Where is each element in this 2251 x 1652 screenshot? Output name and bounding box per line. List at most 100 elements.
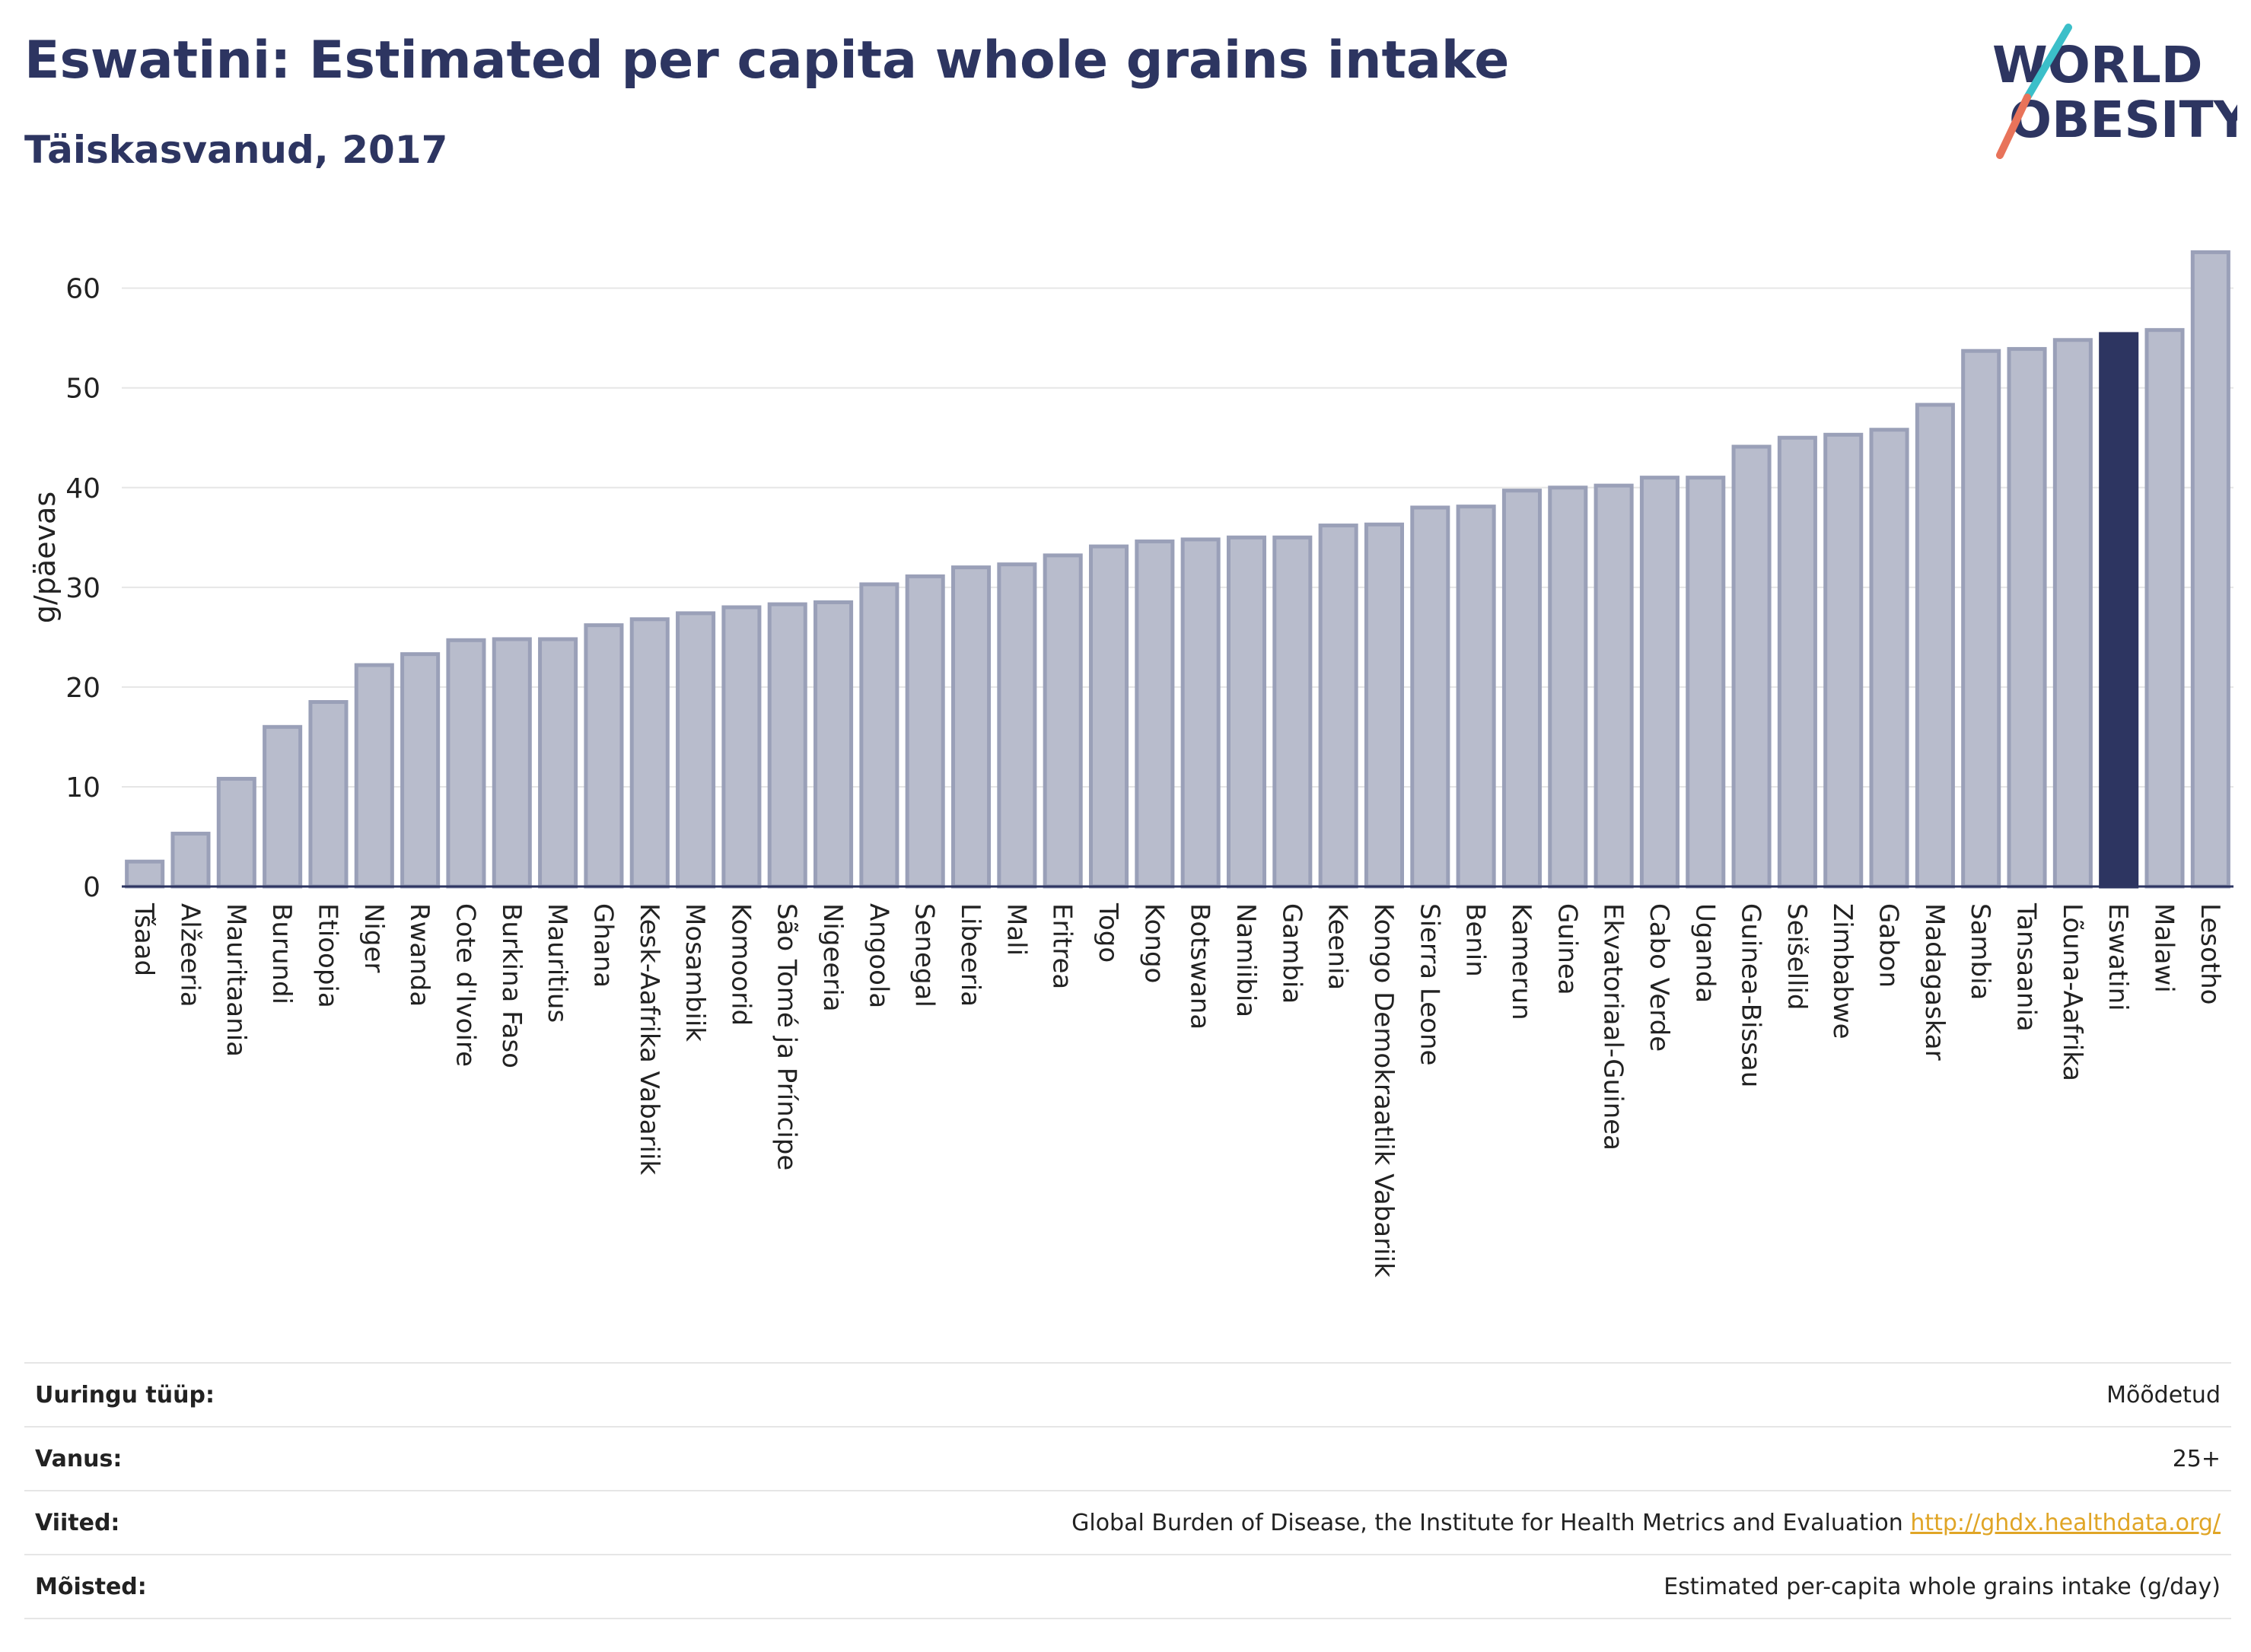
x-tick-label: Tansaania — [2011, 902, 2042, 1032]
x-tick-label: Tšaad — [129, 902, 159, 976]
logo-line-1: WORLD — [1992, 36, 2203, 94]
x-tick-label: Eswatini — [2103, 903, 2133, 1011]
x-tick-label: Ekvatoriaal-Guinea — [1598, 903, 1629, 1151]
info-label: Uuringu tüüp: — [35, 1381, 215, 1408]
x-tick-label: Lesotho — [2195, 903, 2225, 1004]
bar — [813, 600, 854, 889]
bar — [538, 637, 578, 889]
bar — [1456, 505, 1496, 889]
bar — [263, 724, 303, 889]
bar — [2052, 338, 2093, 889]
logo-slash-teal — [2023, 24, 2072, 101]
bar — [1318, 524, 1358, 889]
bar — [2007, 347, 2047, 889]
bar — [629, 617, 670, 889]
x-tick-label: Niger — [358, 903, 389, 972]
bar — [1961, 349, 2001, 889]
x-tick-label: Nigeeria — [817, 903, 848, 1012]
x-tick-label: Komoorid — [725, 903, 756, 1026]
x-tick-label: Kongo Demokraatlik Vabariik — [1368, 903, 1399, 1278]
y-tick-label: 50 — [65, 374, 100, 405]
bar — [170, 832, 211, 889]
bar — [2144, 328, 2185, 889]
x-tick-label: Botswana — [1185, 903, 1215, 1030]
bar — [1594, 483, 1634, 889]
bar — [1915, 403, 1955, 889]
info-row-age: Vanus: 25+ — [24, 1426, 2231, 1490]
info-value: Estimated per-capita whole grains intake… — [1664, 1573, 2221, 1600]
y-axis-title: g/päevas — [28, 492, 62, 623]
bar — [446, 638, 486, 889]
labels: 0 10 20 30 40 50 60 Tšaad Alžeeria Mauritaania Bur… — [28, 274, 2225, 1278]
bar — [1272, 535, 1313, 889]
x-tick-label: Togo — [1093, 902, 1123, 963]
x-tick-label: Kamerun — [1506, 903, 1536, 1020]
bar — [1088, 544, 1129, 889]
x-tick-label: Etioopia — [312, 903, 342, 1008]
x-tick-label: Ghana — [587, 903, 618, 988]
bar — [308, 700, 349, 889]
bar — [1686, 476, 1726, 889]
x-tick-label: Eritrea — [1047, 903, 1078, 989]
y-tick-label: 10 — [65, 772, 100, 804]
logo-line-2: OBESITY — [2009, 91, 2237, 149]
bar — [1501, 489, 1542, 889]
x-tick-label: Rwanda — [404, 903, 435, 1007]
x-tick-label: Keenia — [1323, 903, 1353, 990]
x-tick-label: Sambia — [1965, 903, 1995, 1000]
x-tick-label: Madagaskar — [1919, 903, 1950, 1061]
reference-text: Global Burden of Disease, the Institute … — [1071, 1509, 1903, 1536]
bar — [1823, 432, 1864, 889]
bar — [1364, 522, 1404, 889]
bar — [905, 574, 945, 889]
y-tick-label: 60 — [65, 274, 100, 305]
logo-slash-coral — [1996, 94, 2031, 159]
bar-highlight — [2099, 332, 2139, 889]
bar — [997, 562, 1037, 889]
x-tick-label: Mauritaania — [221, 903, 251, 1057]
x-tick-label: Malawi — [2149, 903, 2179, 993]
info-row-survey-type: Uuringu tüüp: Mõõdetud — [24, 1362, 2231, 1426]
x-tick-label: Benin — [1460, 903, 1491, 977]
y-tick-label: 0 — [83, 872, 100, 903]
page-title: Eswatini: Estimated per capita whole gra… — [24, 30, 1510, 91]
info-row-references: Viited: Global Burden of Disease, the In… — [24, 1490, 2231, 1554]
bar — [400, 652, 441, 889]
y-tick-label: 40 — [65, 473, 100, 505]
info-table: Uuringu tüüp: Mõõdetud Vanus: 25+ Viited… — [24, 1362, 2231, 1619]
x-tick-label: Seišellid — [1781, 903, 1812, 1011]
bar — [1731, 444, 1772, 889]
info-label: Mõisted: — [35, 1573, 147, 1600]
bar — [859, 582, 899, 889]
x-tick-label: Mosambiik — [680, 903, 710, 1042]
x-tick-label: Namiibia — [1231, 903, 1261, 1017]
bar — [676, 611, 716, 889]
x-tick-label: Mali — [1001, 903, 1031, 956]
x-tick-label: Gambia — [1276, 903, 1307, 1004]
x-tick-label: Cabo Verde — [1644, 903, 1674, 1052]
x-tick-label: Senegal — [909, 903, 940, 1007]
info-label: Viited: — [35, 1509, 120, 1536]
bar — [767, 602, 807, 889]
x-tick-label: Uganda — [1689, 903, 1720, 1003]
y-tick-label: 30 — [65, 573, 100, 604]
x-tick-label: Alžeeria — [174, 903, 205, 1007]
world-obesity-logo: WORLD OBESITY — [1992, 24, 2237, 159]
bar — [1639, 476, 1679, 889]
x-tick-label: Burkina Faso — [496, 903, 527, 1068]
x-tick-label: Sierra Leone — [1414, 903, 1444, 1065]
info-value: 25+ — [2172, 1445, 2221, 1472]
x-tick-label: Gabon — [1874, 903, 1904, 988]
x-tick-label: Burundi — [266, 903, 297, 1004]
bar-chart: 0 10 20 30 40 50 60 Tšaad Alžeeria Mauritaania Bur… — [28, 250, 2233, 1278]
bar — [216, 776, 256, 889]
x-tick-label: Lõuna-Aafrika — [2057, 903, 2087, 1081]
info-value-references: Global Burden of Disease, the Institute … — [1071, 1510, 2221, 1536]
x-tick-label: Guinea-Bissau — [1736, 903, 1766, 1087]
info-row-definitions: Mõisted: Estimated per-capita whole grai… — [24, 1554, 2231, 1619]
reference-link[interactable]: http://ghdx.healthdata.org/ — [1910, 1509, 2221, 1536]
x-tick-label: Cote d'Ivoire — [450, 903, 480, 1067]
x-tick-label: Kongo — [1138, 903, 1169, 983]
bar — [1226, 535, 1267, 889]
bar — [721, 605, 762, 889]
